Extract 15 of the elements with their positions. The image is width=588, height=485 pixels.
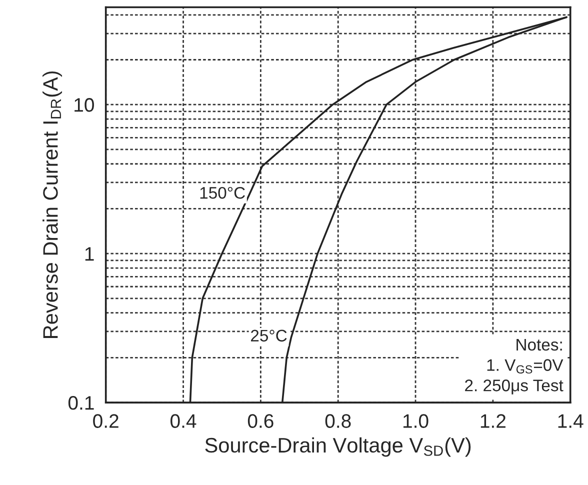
- x-tick-label: 0.2: [93, 414, 118, 428]
- x-tick-label: 0.4: [170, 414, 196, 428]
- x-tick-label: 0.8: [325, 414, 351, 428]
- x-tick-label: 1.2: [480, 414, 506, 428]
- y-tick-label: 1: [85, 247, 94, 261]
- series-label: 25°C: [250, 330, 287, 342]
- x-tick-label: 0.6: [248, 414, 274, 428]
- y-axis-title: Reverse Drain Current I$_{DR}$(A): [42, 71, 62, 338]
- x-tick-label: 1.0: [403, 414, 428, 428]
- y-tick-label: 0.1: [68, 396, 94, 410]
- x-tick-label: 1.4: [558, 414, 584, 428]
- annotation: Notes: 1. V$_{GS}$=0V 2. 250μs Test: [465, 338, 564, 394]
- x-axis-title: Source-Drain Voltage V$_{SD}$(V): [205, 437, 471, 457]
- series-label: 150°C: [200, 186, 245, 199]
- y-tick-label: 10: [74, 98, 94, 112]
